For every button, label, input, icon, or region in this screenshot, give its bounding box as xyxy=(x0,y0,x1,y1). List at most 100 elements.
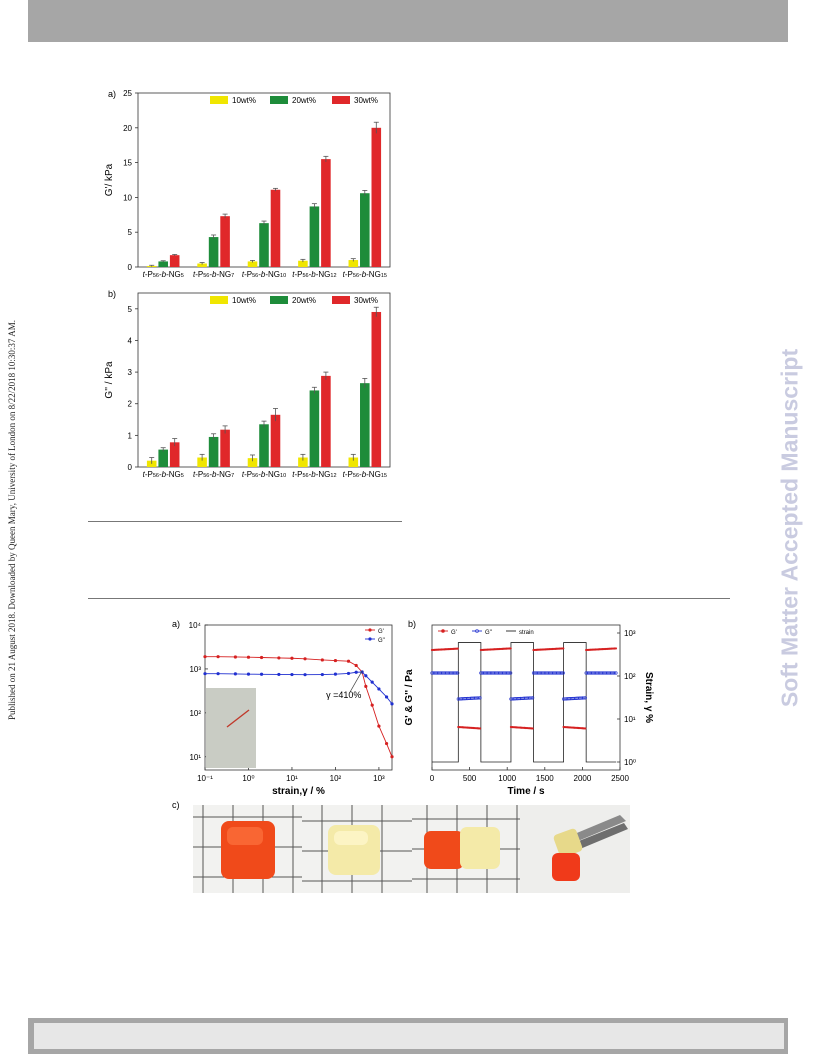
fig1b-panel-label: b) xyxy=(108,289,116,299)
fig2a-series-point xyxy=(203,655,207,659)
fig1b-ylabel: G'' / kPa xyxy=(104,361,115,399)
fig2a-xtick-label: 10¹ xyxy=(286,774,298,783)
fig1b-category-label: t-P56-b-NG12 xyxy=(292,470,336,479)
fig1a-panel-label: a) xyxy=(108,89,116,99)
fig1a-bar xyxy=(259,223,269,267)
fig1b-ytick-label: 3 xyxy=(128,368,133,377)
fig1b-ytick-label: 1 xyxy=(128,431,133,440)
caption-rule-short xyxy=(88,521,402,522)
fig2b-legend-label: G' xyxy=(451,630,457,636)
fig2a-series-point xyxy=(233,672,237,676)
fig2b-gdouble-point xyxy=(561,671,565,675)
fig2a-series-point xyxy=(370,703,374,707)
fig2b-gdouble-point xyxy=(454,671,458,675)
fig2b-y2tick-label: 10⁰ xyxy=(624,758,636,767)
fig1b-bar xyxy=(169,442,180,467)
fig2a-series-point xyxy=(333,658,338,663)
fig2a-xlabel: strain,γ / % xyxy=(272,786,325,797)
fig1a-legend-label: 30wt% xyxy=(354,96,378,105)
fig2a-series-point xyxy=(377,724,381,728)
fig1b-bar xyxy=(197,457,207,467)
fig1a-bar xyxy=(360,193,370,267)
fig2a-series-point xyxy=(370,680,374,684)
fig2a-ytick-label: 10² xyxy=(189,709,201,718)
fig1b-bar xyxy=(348,457,359,467)
fig2a-series-point xyxy=(320,658,324,662)
fig1b-bar xyxy=(309,390,320,467)
fig1b-bar xyxy=(158,449,168,467)
fig1b-legend-label: 10wt% xyxy=(232,296,256,305)
fig1b-bar xyxy=(208,436,219,467)
fig2a-series-point xyxy=(216,655,220,659)
fig2a-series-point xyxy=(390,755,394,759)
fig1a-bar xyxy=(158,261,168,267)
fig1a-bar xyxy=(309,206,320,267)
fig1a-bar xyxy=(197,263,207,267)
fig2b-y2tick-label: 10¹ xyxy=(624,715,636,724)
fig1b-legend-swatch xyxy=(332,296,350,304)
fig2b-y2label: Strain, γ % xyxy=(643,672,654,723)
fig1b-legend-swatch xyxy=(270,296,288,304)
fig2b-xtick-label: 500 xyxy=(463,774,477,783)
fig2b-gprime-point xyxy=(456,647,459,650)
fig2a-legend-marker xyxy=(368,628,372,632)
fig1b-bar xyxy=(298,457,308,467)
fig1b-ytick-label: 5 xyxy=(128,305,133,314)
figure1-panel-b-chart: b) 0 1 2 3 4 5 G'' / kPa t-P56-b-NG5 t-P56-b-NG7 t… xyxy=(104,289,391,479)
fig2a-series-point xyxy=(354,670,358,674)
fig2a-series-point xyxy=(384,741,389,746)
fig2a-series-point xyxy=(303,673,307,677)
fig2b-gprime-point xyxy=(562,647,565,650)
fig2a-series-point xyxy=(277,656,281,660)
fig1b-category-label: t-P56-b-NG5 xyxy=(143,470,184,479)
fig2a-xtick-label: 10² xyxy=(330,774,342,783)
fig2b-gdouble-point xyxy=(509,671,513,675)
fig2a-series-point xyxy=(216,672,220,676)
fig2b-y2tick-label: 10³ xyxy=(624,629,636,638)
fig2b-gprime-point xyxy=(531,727,534,730)
fig1b-ytick-label: 2 xyxy=(128,400,133,409)
fig1a-bar xyxy=(247,261,258,267)
fig2a-panel-label: a) xyxy=(172,619,180,629)
fig2a-xtick-label: 10³ xyxy=(373,774,385,783)
fig1a-legend-label: 20wt% xyxy=(292,96,316,105)
fig2b-gdouble-point xyxy=(529,696,533,700)
fig1a-bar xyxy=(298,260,308,267)
fig1a-bar xyxy=(348,260,359,267)
fig2b-gdouble-point xyxy=(612,671,617,675)
figure2-panel-a-chart: a) 10⁻¹ 10⁰ 10¹ 10² 10³ 10¹ 10² 10³ 10⁴ strain,γ /… xyxy=(172,619,394,797)
fig1a-bar xyxy=(220,216,230,267)
fig2a-plot-frame xyxy=(204,624,393,771)
fig2a-series-point xyxy=(346,659,351,663)
fig2b-gdouble-point xyxy=(582,696,586,700)
fig1a-category-label: t-P56-b-NG10 xyxy=(242,270,286,279)
journal-footer-bar xyxy=(28,1018,788,1054)
fig2b-xlabel: Time / s xyxy=(507,786,544,797)
fig2b-strain-line xyxy=(432,642,617,763)
fig2b-gprime-point xyxy=(584,727,587,730)
fig1b-bar xyxy=(247,458,258,467)
fig1b-category-label: t-P56-b-NG7 xyxy=(193,470,234,479)
fig1a-category-label: t-P56-b-NG15 xyxy=(343,270,387,279)
fig2b-gdouble-point xyxy=(507,671,511,675)
fig2b-xtick-label: 2000 xyxy=(574,774,592,783)
fig2a-series-point xyxy=(290,656,294,660)
fig1a-category-label: t-P56-b-NG7 xyxy=(193,270,234,279)
fig2b-legend-marker xyxy=(475,629,479,633)
fig2b-gprime-point xyxy=(509,647,512,650)
fig1b-legend-swatch xyxy=(210,296,228,304)
fig1a-ytick-label: 5 xyxy=(128,228,133,237)
fig2a-series-point xyxy=(277,672,281,677)
fig1a-bar xyxy=(371,127,382,267)
fig2a-series-point xyxy=(320,672,324,677)
fig2b-gdouble-point xyxy=(456,671,460,675)
fig2b-gdouble-point xyxy=(531,696,535,700)
journal-header-bar xyxy=(28,0,788,42)
fig2b-xtick-label: 2500 xyxy=(611,774,629,783)
fig2b-y2tick-label: 10² xyxy=(624,672,636,681)
fig1a-bar xyxy=(208,237,219,267)
fig2a-series-point xyxy=(390,702,394,706)
fig1a-legend-label: 10wt% xyxy=(232,96,256,105)
figure2-panel-b-chart: b) 0 500 1000 1500 2000 2500 10⁰ 10¹ 10² 10³ Time /… xyxy=(404,619,654,797)
fig2b-plot-frame xyxy=(431,624,621,771)
